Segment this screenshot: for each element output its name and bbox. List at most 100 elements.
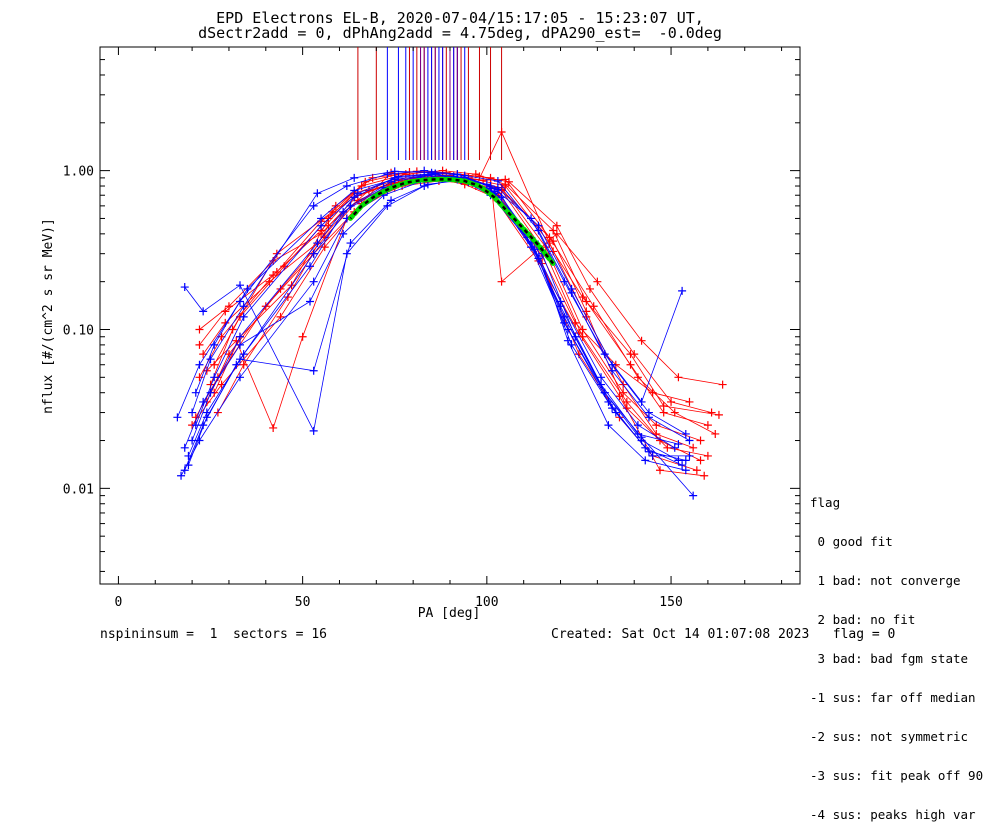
data-point: [420, 182, 429, 191]
data-point: [213, 408, 222, 417]
data-point: [597, 380, 606, 389]
data-point: [236, 340, 244, 349]
legend-title: flag: [810, 495, 841, 510]
data-point: [298, 332, 307, 341]
data-point: [342, 249, 351, 258]
data-point: [173, 413, 182, 422]
data-point: [703, 451, 712, 460]
data-point: [195, 360, 204, 369]
flag-legend: flag 0 good fit 1 bad: not converge 2 ba…: [810, 470, 983, 834]
data-point: [597, 373, 606, 382]
data-point: [633, 373, 642, 382]
series-line: [191, 180, 708, 457]
data-point: [633, 421, 642, 430]
data-point: [309, 366, 318, 375]
data-point: [383, 170, 392, 179]
data-point: [678, 461, 687, 470]
data-point: [184, 461, 193, 470]
data-point: [674, 373, 683, 382]
data-point: [534, 254, 543, 263]
data-point: [567, 340, 576, 349]
series-line: [213, 170, 723, 393]
data-point: [718, 380, 727, 389]
data-point: [228, 325, 237, 334]
series-line: [188, 179, 686, 471]
data-point: [210, 373, 219, 382]
data-point: [243, 284, 252, 293]
data-point: [184, 451, 193, 460]
data-point: [681, 466, 690, 475]
data-point: [486, 184, 495, 193]
data-point: [339, 229, 348, 238]
series-line: [188, 175, 675, 457]
data-point: [180, 443, 189, 452]
data-point: [269, 423, 278, 432]
data-point: [644, 447, 653, 456]
data-point: [387, 196, 396, 205]
data-point: [210, 360, 219, 369]
data-point: [239, 312, 248, 321]
data-point: [342, 182, 351, 191]
data-point: [703, 421, 712, 430]
data-point: [236, 373, 244, 382]
data-point: [497, 128, 506, 137]
y-tick-label: 0.10: [63, 323, 94, 338]
data-point: [663, 443, 672, 452]
data-point: [593, 277, 602, 286]
chart-title-line-1: EPD Electrons EL-B, 2020-07-04/15:17:05 …: [216, 9, 704, 27]
x-tick-label: 150: [659, 595, 682, 610]
data-point: [202, 413, 211, 422]
data-point: [637, 433, 646, 442]
data-point: [501, 175, 510, 184]
data-point: [350, 186, 359, 195]
data-point: [641, 456, 650, 465]
data-point: [556, 302, 565, 311]
data-point: [497, 277, 506, 286]
data-point: [309, 201, 318, 210]
data-point: [681, 456, 690, 465]
data-point: [681, 429, 690, 438]
data-point: [191, 421, 200, 430]
data-point: [309, 277, 318, 286]
data-point: [685, 451, 694, 460]
fit-curve-group: [348, 176, 556, 267]
data-point: [578, 325, 587, 334]
data-point: [482, 180, 491, 189]
data-point: [313, 189, 322, 198]
data-point: [261, 302, 270, 311]
data-point: [199, 307, 208, 316]
chart-canvas: 0 50 100 150 0.01 0.10 1.00 PA [deg] nflux [#/…: [41, 46, 801, 621]
data-point: [586, 284, 594, 293]
data-point: [265, 277, 274, 286]
data-point: [283, 293, 292, 302]
series-line: [199, 177, 705, 477]
legend-item: 0 good fit: [810, 534, 893, 549]
data-point: [578, 293, 587, 302]
data-point: [306, 262, 314, 271]
data-point: [232, 360, 241, 369]
data-point: [711, 429, 720, 438]
data-point: [191, 388, 200, 397]
data-point: [689, 491, 698, 500]
data-point: [239, 302, 248, 311]
data-point: [276, 284, 285, 293]
data-point: [685, 397, 694, 406]
series-line: [177, 170, 683, 418]
legend-item: -2 sus: not symmetric: [810, 729, 969, 744]
data-point: [652, 421, 661, 430]
data-point: [317, 229, 326, 238]
series-group: [173, 128, 727, 500]
data-point: [272, 268, 281, 277]
data-point: [527, 243, 536, 252]
data-point: [346, 201, 355, 210]
legend-item: 1 bad: not converge: [810, 573, 961, 588]
x-tick-label: 50: [295, 595, 311, 610]
series-line: [217, 175, 716, 435]
data-point: [571, 318, 580, 327]
data-point: [486, 173, 495, 182]
y-tick-label: 0.01: [63, 482, 94, 497]
data-point: [552, 229, 561, 238]
data-point: [390, 175, 399, 184]
data-point: [493, 177, 502, 186]
data-point: [206, 355, 215, 364]
